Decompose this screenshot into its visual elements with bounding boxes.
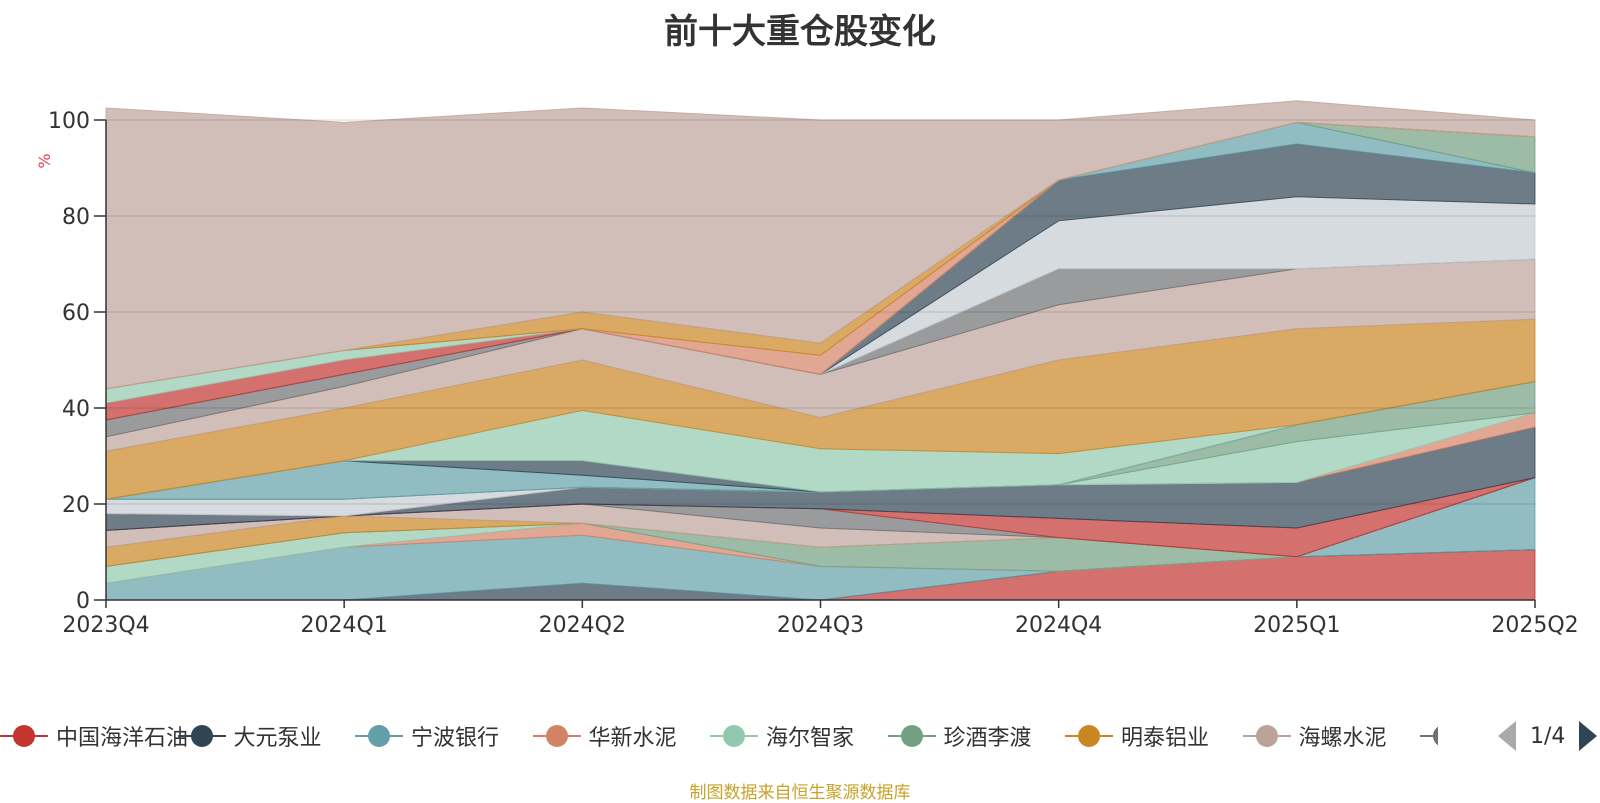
legend-page-indicator: 1/4 [1530,723,1566,749]
y-tick-label-2: 40 [62,397,90,422]
x-tick-label-3: 2024Q3 [777,613,864,638]
legend-label: 珍酒李渡 [943,726,1032,751]
legend-item-7[interactable]: 海螺水泥 [1242,718,1387,754]
x-tick-label-0: 2023Q4 [62,613,149,638]
legend-marker-icon [0,718,48,754]
legend-marker-icon [1242,718,1291,754]
legend-label: 华新水泥 [588,726,677,751]
legend-item-0[interactable]: 中国海洋石油 [0,718,188,754]
axes: 0 20 40 60 80 100 2023Q4 2024Q1 2024Q2 2024Q3 2024… [48,109,1579,638]
area-layers [105,100,1536,601]
legend-marker-icon [710,718,758,754]
x-tick-label-5: 2025Q1 [1253,613,1340,638]
legend-item-6[interactable]: 明泰铝业 [1065,718,1209,754]
legend-label: 中国海洋石油 [56,726,189,751]
legend-item-1[interactable]: 大元泵业 [177,718,322,754]
gridlines [106,119,1535,505]
area-series-29 [105,100,1536,390]
chart-title: 前十大重仓股变化 [664,12,936,52]
legend-label: 宁波银行 [411,726,500,751]
legend-label: 明泰铝业 [1121,726,1210,751]
legend-pager: 1/4 [1498,718,1598,754]
legend-item-4[interactable]: 海尔智家 [710,718,854,754]
x-tick-label-2: 2024Q2 [539,613,626,638]
legend-item-2[interactable]: 宁波银行 [355,718,499,754]
legend-label: 大元泵业 [233,726,322,751]
y-tick-label-4: 80 [62,205,90,230]
legend-item-clipped [1420,718,1438,754]
y-tick-label-3: 60 [62,301,90,326]
legend-marker-icon [1065,718,1113,754]
next-page-arrow-icon[interactable] [1579,721,1598,751]
y-tick-label-5: 100 [48,109,90,134]
x-tick-label-1: 2024Q1 [301,613,388,638]
legend-marker-icon [887,718,936,754]
legend-marker-icon [177,718,226,754]
legend-marker-icon [355,718,403,754]
prev-page-arrow-icon[interactable] [1498,721,1516,751]
y-tick-label-0: 0 [76,589,90,614]
y-tick-label-1: 20 [62,493,90,518]
legend-item-5[interactable]: 珍酒李渡 [887,718,1032,754]
x-tick-label-4: 2024Q4 [1015,613,1102,638]
legend-label: 海螺水泥 [1298,726,1387,751]
legend-marker-icon [532,718,581,754]
legend-item-3[interactable]: 华新水泥 [532,718,677,754]
legend-label: 海尔智家 [766,726,855,751]
x-tick-label-6: 2025Q2 [1491,613,1578,638]
legend: 中国海洋石油 大元泵业 宁波银行 华新水泥 海尔智家 珍酒李渡 明泰铝业 海螺水泥 [0,718,1600,754]
data-source-note: 制图数据来自恒生聚源数据库 [689,783,911,803]
y-axis-label: % [35,153,54,168]
